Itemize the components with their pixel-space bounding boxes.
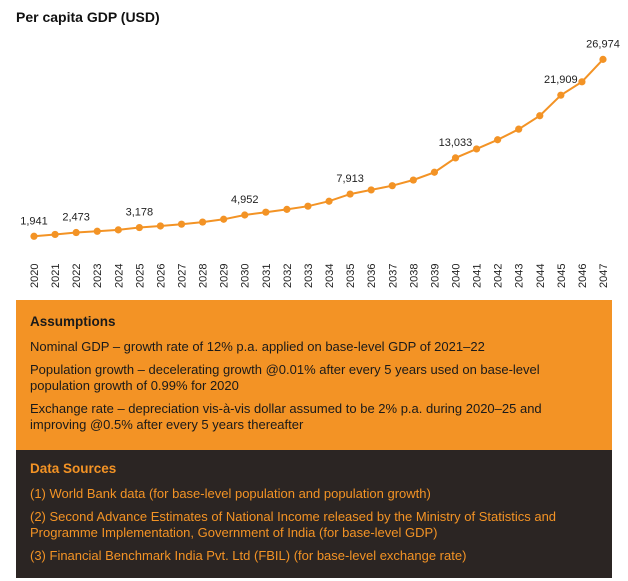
data-point-2030 — [241, 211, 249, 219]
x-tick-2029: 2029 — [219, 264, 231, 288]
data-point-2031 — [262, 208, 270, 216]
source-item: (3) Financial Benchmark India Pvt. Ltd (… — [30, 548, 467, 563]
x-tick-2027: 2027 — [177, 264, 189, 288]
x-tick-2031: 2031 — [261, 264, 273, 288]
data-point-2046 — [578, 78, 586, 86]
x-tick-2028: 2028 — [198, 264, 210, 288]
data-point-2044 — [536, 112, 544, 120]
data-label-2035: 7,913 — [336, 173, 364, 185]
data-point-2040 — [451, 154, 460, 162]
data-point-2039 — [430, 168, 439, 176]
x-tick-2042: 2042 — [493, 264, 505, 288]
x-tick-2030: 2030 — [240, 264, 252, 288]
x-tick-2024: 2024 — [113, 264, 125, 288]
x-tick-2043: 2043 — [514, 264, 526, 288]
x-tick-2035: 2035 — [345, 264, 357, 288]
x-tick-2036: 2036 — [366, 264, 378, 288]
x-tick-2026: 2026 — [155, 264, 167, 288]
data-point-2021 — [51, 230, 59, 239]
x-axis-ticks: 2020 2021 2022 2023 2024 2025 2026 2027 2028 2029… — [29, 264, 610, 288]
x-tick-2039: 2039 — [429, 264, 441, 288]
assumption-item: Exchange rate – depreciation vis-à-vis d… — [30, 401, 542, 432]
x-tick-2022: 2022 — [71, 264, 83, 288]
data-label-2047: 26,974 — [586, 38, 620, 50]
x-tick-2040: 2040 — [450, 264, 462, 288]
x-tick-2020: 2020 — [29, 264, 41, 288]
data-point-2043 — [515, 125, 523, 133]
data-labels-layer: 1,941 2,473 3,178 4,952 7,913 13,033 21,909 26,… — [20, 38, 620, 227]
assumptions-panel: Assumptions Nominal GDP – growth rate of… — [16, 300, 612, 450]
data-point-2045 — [557, 91, 565, 99]
data-point-2020 — [30, 232, 38, 240]
data-point-2034 — [325, 197, 333, 205]
x-tick-2037: 2037 — [387, 264, 399, 288]
data-point-2032 — [283, 205, 291, 213]
assumption-item: Population growth – decelerating growth … — [30, 362, 540, 393]
x-tick-2046: 2046 — [577, 264, 589, 288]
data-point-2047 — [599, 55, 607, 63]
data-point-2041 — [472, 145, 481, 153]
data-point-2035 — [346, 190, 354, 198]
source-item: (1) World Bank data (for base-level popu… — [30, 486, 431, 501]
series-line — [33, 58, 604, 238]
data-sources-panel: Data Sources (1) World Bank data (for ba… — [16, 450, 612, 578]
data-point-2033 — [304, 202, 312, 210]
x-tick-2034: 2034 — [324, 264, 336, 288]
x-tick-2047: 2047 — [598, 264, 610, 288]
data-label-2022: 2,473 — [62, 212, 90, 224]
data-label-2025: 3,178 — [126, 207, 154, 219]
x-tick-2033: 2033 — [303, 264, 315, 288]
data-point-2022 — [72, 228, 80, 237]
x-tick-2038: 2038 — [408, 264, 420, 288]
data-point-2042 — [494, 136, 502, 144]
x-tick-2032: 2032 — [282, 264, 294, 288]
data-point-2029 — [220, 215, 228, 223]
assumption-item: Nominal GDP – growth rate of 12% p.a. ap… — [30, 339, 485, 354]
x-tick-2041: 2041 — [472, 264, 484, 288]
assumptions-heading: Assumptions — [30, 314, 116, 329]
data-sources-heading: Data Sources — [30, 461, 117, 476]
data-point-2025 — [135, 223, 143, 232]
data-point-2027 — [177, 220, 186, 228]
data-label-2040: 13,033 — [439, 137, 473, 149]
data-point-2036 — [367, 186, 375, 194]
data-label-2045: 21,909 — [544, 74, 578, 86]
data-point-2026 — [156, 222, 165, 230]
chart-title: Per capita GDP (USD) — [16, 9, 160, 25]
x-tick-2023: 2023 — [92, 264, 104, 288]
data-label-2020: 1,941 — [20, 215, 48, 227]
gdp-line-chart: 1,941 2,473 3,178 4,952 7,913 13,033 21,909 26,… — [20, 38, 620, 288]
data-label-2030: 4,952 — [231, 194, 259, 206]
data-point-2024 — [114, 226, 122, 234]
data-point-2023 — [93, 227, 101, 235]
source-item: (2) Second Advance Estimates of National… — [30, 509, 557, 540]
x-tick-2045: 2045 — [556, 264, 568, 288]
data-point-2037 — [388, 182, 396, 190]
series-line-layer — [33, 58, 604, 238]
x-tick-2025: 2025 — [134, 264, 146, 288]
data-point-2028 — [198, 218, 207, 226]
x-tick-2044: 2044 — [535, 264, 547, 288]
data-point-2038 — [409, 176, 417, 184]
x-tick-2021: 2021 — [50, 264, 62, 288]
data-points-layer — [30, 55, 607, 240]
